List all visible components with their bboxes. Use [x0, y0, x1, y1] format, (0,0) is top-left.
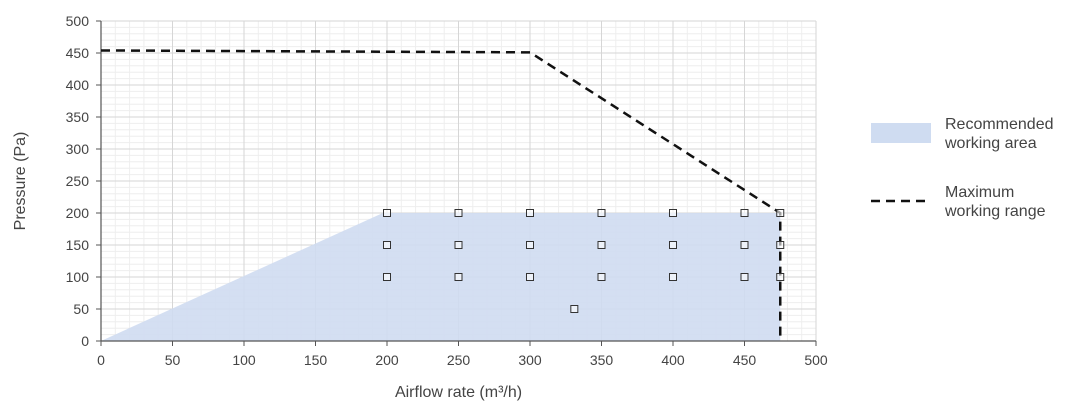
- x-tick-label: 150: [304, 352, 328, 368]
- y-tick-label: 350: [66, 109, 90, 125]
- data-point-marker: [526, 273, 534, 281]
- data-point-marker: [383, 241, 391, 249]
- data-point-marker: [669, 241, 677, 249]
- max-range-line: [100, 49, 782, 341]
- data-point-marker: [383, 209, 391, 217]
- x-tick-label: 300: [518, 352, 542, 368]
- legend-label: Recommended: [945, 116, 1054, 133]
- data-point-marker: [383, 273, 391, 281]
- y-tick-label: 500: [66, 13, 90, 29]
- y-tick-label: 100: [66, 269, 90, 285]
- data-point-marker: [740, 273, 749, 281]
- x-tick-label: 350: [590, 352, 614, 368]
- y-axis-title: Pressure (Pa): [12, 132, 29, 231]
- x-tick-label: 100: [232, 352, 256, 368]
- data-point-marker: [454, 273, 463, 281]
- y-tick-label: 300: [66, 141, 90, 157]
- legend-label: working range: [944, 203, 1046, 220]
- x-tick-label: 0: [97, 352, 105, 368]
- legend-swatch-recommended: [871, 123, 931, 143]
- measurement-markers: [383, 209, 785, 313]
- x-tick-label: 250: [447, 352, 471, 368]
- data-point-marker: [776, 273, 785, 281]
- x-tick-label: 200: [375, 352, 399, 368]
- legend-label: working area: [944, 135, 1037, 152]
- max-range-layer: [100, 49, 782, 341]
- data-point-marker: [570, 305, 579, 313]
- recommended-area-polygon: [101, 213, 781, 341]
- legend: Recommended working area Maximum working ra…: [871, 116, 1054, 220]
- data-point-marker: [669, 209, 677, 217]
- y-tick-label: 0: [81, 333, 89, 349]
- y-tick-label: 50: [73, 301, 89, 317]
- data-point-marker: [526, 209, 534, 217]
- y-tick-label: 200: [66, 205, 90, 221]
- data-point-marker: [454, 209, 463, 217]
- data-point-marker: [526, 241, 534, 249]
- legend-label: Maximum: [945, 184, 1014, 201]
- y-tick-label: 150: [66, 237, 90, 253]
- axes: [96, 20, 817, 346]
- y-tick-label: 250: [66, 173, 90, 189]
- x-tick-label: 500: [804, 352, 828, 368]
- y-tick-labels: 0 50 100 150 200 250 300 350 400 450 500: [66, 13, 90, 349]
- data-point-marker: [597, 273, 606, 281]
- data-point-marker: [776, 241, 785, 249]
- y-tick-label: 450: [66, 45, 90, 61]
- data-point-marker: [454, 241, 463, 249]
- data-point-marker: [597, 209, 606, 217]
- data-point-marker: [776, 209, 785, 217]
- data-point-marker: [597, 241, 606, 249]
- x-tick-label: 450: [733, 352, 757, 368]
- data-point-marker: [740, 209, 749, 217]
- x-tick-labels: 0 50 100 150 200 250 300 350 400 450 500: [97, 352, 828, 368]
- data-point-marker: [740, 241, 749, 249]
- recommended-area-layer: [101, 213, 781, 341]
- x-tick-label: 400: [661, 352, 685, 368]
- x-tick-label: 50: [165, 352, 181, 368]
- y-tick-label: 400: [66, 77, 90, 93]
- x-axis-title: Airflow rate (m³/h): [395, 384, 522, 401]
- data-point-marker: [669, 273, 677, 281]
